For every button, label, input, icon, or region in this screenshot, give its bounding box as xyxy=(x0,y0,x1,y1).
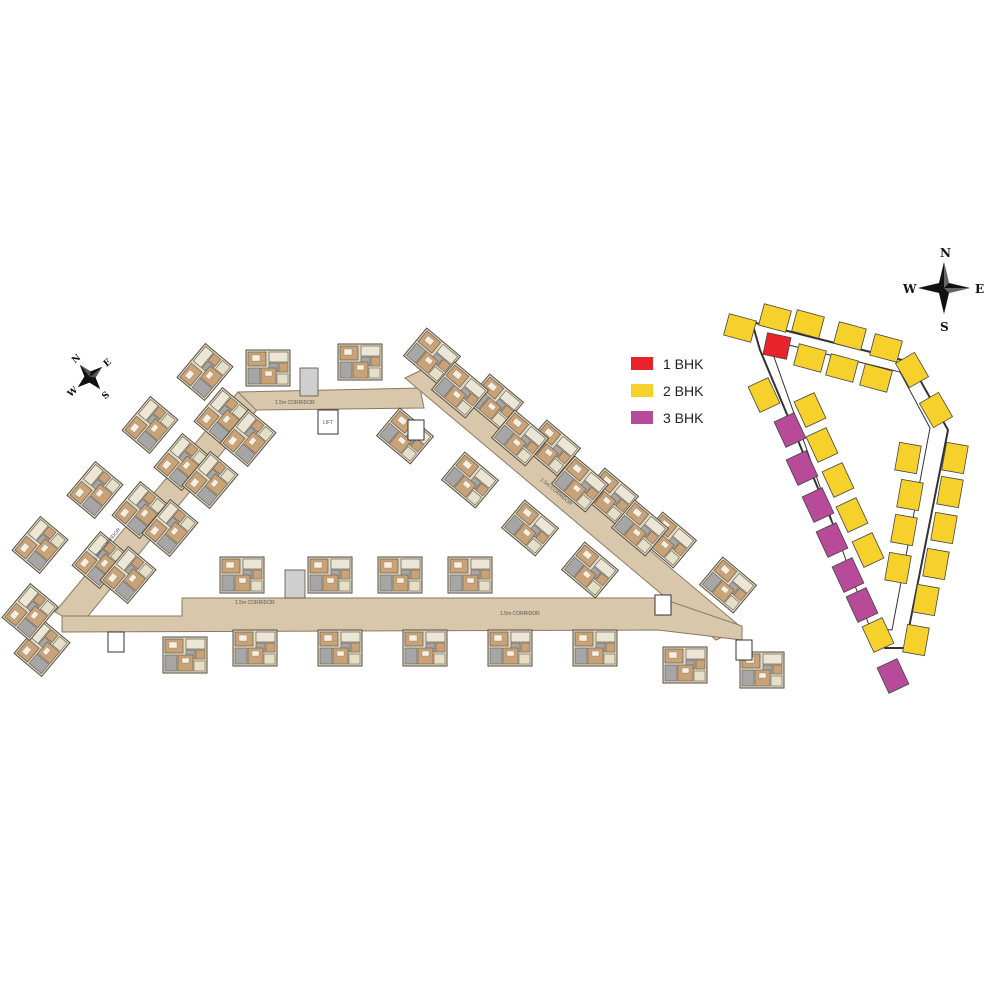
corridor-label-south: 1.5m CORRIDOR xyxy=(500,611,540,617)
legend-swatch-1bhk xyxy=(631,357,653,370)
lift-east xyxy=(654,594,672,616)
stair-core-north xyxy=(299,367,319,397)
key-plan-1bhk-unit xyxy=(762,332,792,360)
legend-swatch-3bhk xyxy=(631,411,653,424)
corridor-south xyxy=(61,597,743,641)
compass-right-n: N xyxy=(940,246,951,260)
compass-right: N E S W xyxy=(902,246,984,334)
lift-label-north: LIFT xyxy=(323,420,333,426)
compass-left-w: W xyxy=(65,385,81,400)
legend-swatch-2bhk xyxy=(631,384,653,397)
corridor-label-north: 1.5m CORRIDOR xyxy=(275,400,315,406)
key-plan xyxy=(723,303,969,694)
lift-north-east xyxy=(407,419,425,441)
compass-left-s: S xyxy=(101,390,112,402)
stair-core-south xyxy=(284,569,306,599)
compass-left-n: N xyxy=(70,353,83,366)
main-floor-plan: LIFT xyxy=(1,327,785,689)
lift-north xyxy=(317,409,339,435)
legend: 1 BHK 2 BHK 3 BHK xyxy=(631,356,704,426)
lift-southeast xyxy=(735,639,753,661)
compass-left: N E S W xyxy=(65,353,114,402)
south-bar-flats xyxy=(107,419,785,689)
legend-label-3bhk: 3 BHK xyxy=(663,410,704,426)
legend-label-2bhk: 2 BHK xyxy=(663,383,704,399)
compass-left-e: E xyxy=(102,357,114,369)
legend-label-1bhk: 1 BHK xyxy=(663,356,704,372)
compass-right-s: S xyxy=(940,320,949,334)
compass-right-e: E xyxy=(975,282,984,296)
corridor-label-south-west: 1.5m CORRIDOR xyxy=(235,600,275,606)
north-block-flats: LIFT xyxy=(245,343,383,435)
corridor-north xyxy=(236,387,425,411)
lift-southwest xyxy=(107,631,125,653)
compass-right-w: W xyxy=(902,282,917,296)
